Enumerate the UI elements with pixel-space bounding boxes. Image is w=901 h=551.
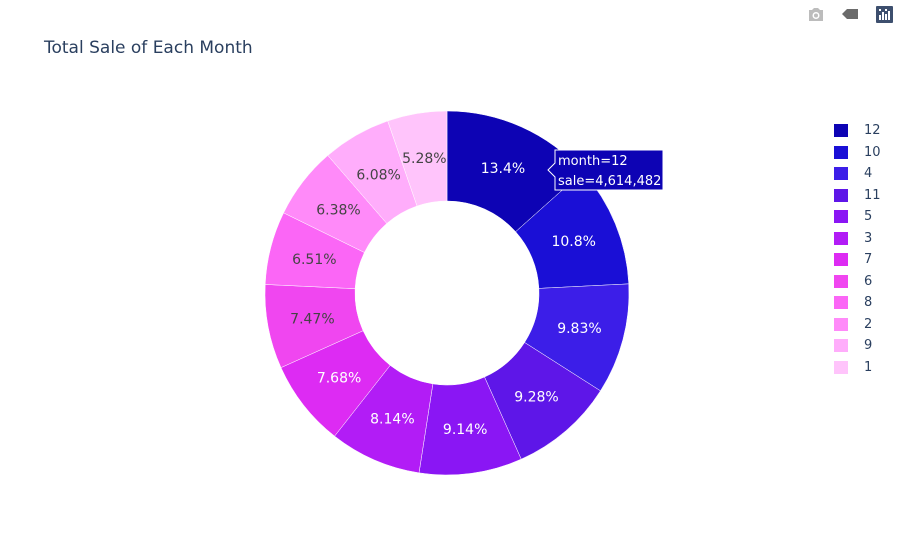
legend-item-5[interactable]: 5 <box>834 206 881 228</box>
legend-label: 8 <box>864 295 873 311</box>
tooltip-sale: sale=4,614,482 <box>558 174 661 189</box>
legend-swatch <box>834 231 848 245</box>
legend-swatch <box>834 145 848 159</box>
legend-swatch <box>834 167 848 181</box>
legend-swatch <box>834 124 848 138</box>
legend-swatch <box>834 188 848 202</box>
legend-label: 6 <box>864 273 873 289</box>
legend-item-8[interactable]: 8 <box>834 292 881 314</box>
legend-label: 9 <box>864 338 873 354</box>
slice-percent-label: 6.38% <box>316 202 360 218</box>
legend-label: 12 <box>864 123 881 139</box>
camera-icon[interactable] <box>805 4 827 24</box>
modebar <box>805 4 895 24</box>
legend-item-1[interactable]: 1 <box>834 357 881 379</box>
legend-item-12[interactable]: 12 <box>834 120 881 142</box>
legend-swatch <box>834 339 848 353</box>
slice-percent-label: 10.8% <box>551 234 595 250</box>
slice-percent-label: 5.28% <box>402 151 446 167</box>
legend-swatch <box>834 253 848 267</box>
legend-label: 5 <box>864 209 873 225</box>
slice-percent-label: 6.08% <box>356 167 400 183</box>
legend-item-2[interactable]: 2 <box>834 314 881 336</box>
slice-percent-label: 6.51% <box>292 252 336 268</box>
legend-label: 10 <box>864 144 881 160</box>
legend-item-7[interactable]: 7 <box>834 249 881 271</box>
legend-item-3[interactable]: 3 <box>834 228 881 250</box>
tooltip-box <box>547 149 664 191</box>
legend-item-10[interactable]: 10 <box>834 142 881 164</box>
legend: 12 10 4 11 5 3 7 6 8 2 9 1 <box>834 120 881 378</box>
legend-item-9[interactable]: 9 <box>834 335 881 357</box>
slice-percent-label: 7.47% <box>290 312 334 328</box>
legend-swatch <box>834 210 848 224</box>
legend-item-6[interactable]: 6 <box>834 271 881 293</box>
slice-percent-label: 13.4% <box>481 161 525 177</box>
tooltip-month: month=12 <box>558 154 628 169</box>
slice-percent-label: 9.83% <box>557 321 601 337</box>
legend-swatch <box>834 296 848 310</box>
slice-percent-label: 7.68% <box>317 370 361 386</box>
autoscale-icon[interactable] <box>839 4 861 24</box>
legend-label: 3 <box>864 230 873 246</box>
legend-item-4[interactable]: 4 <box>834 163 881 185</box>
slice-percent-label: 9.28% <box>514 390 558 406</box>
slice-percent-label: 9.14% <box>443 422 487 438</box>
plotly-logo-icon[interactable] <box>873 4 895 24</box>
legend-label: 2 <box>864 316 873 332</box>
chart-title: Total Sale of Each Month <box>44 38 253 58</box>
slice-percent-label: 8.14% <box>370 412 414 428</box>
legend-label: 11 <box>864 187 881 203</box>
legend-item-11[interactable]: 11 <box>834 185 881 207</box>
slice-month-1[interactable] <box>387 110 448 207</box>
hover-tooltip: month=12 sale=4,614,482 <box>547 149 664 191</box>
legend-swatch <box>834 360 848 374</box>
legend-swatch <box>834 274 848 288</box>
legend-label: 7 <box>864 252 873 268</box>
legend-swatch <box>834 317 848 331</box>
legend-label: 1 <box>864 359 873 375</box>
legend-label: 4 <box>864 166 873 182</box>
